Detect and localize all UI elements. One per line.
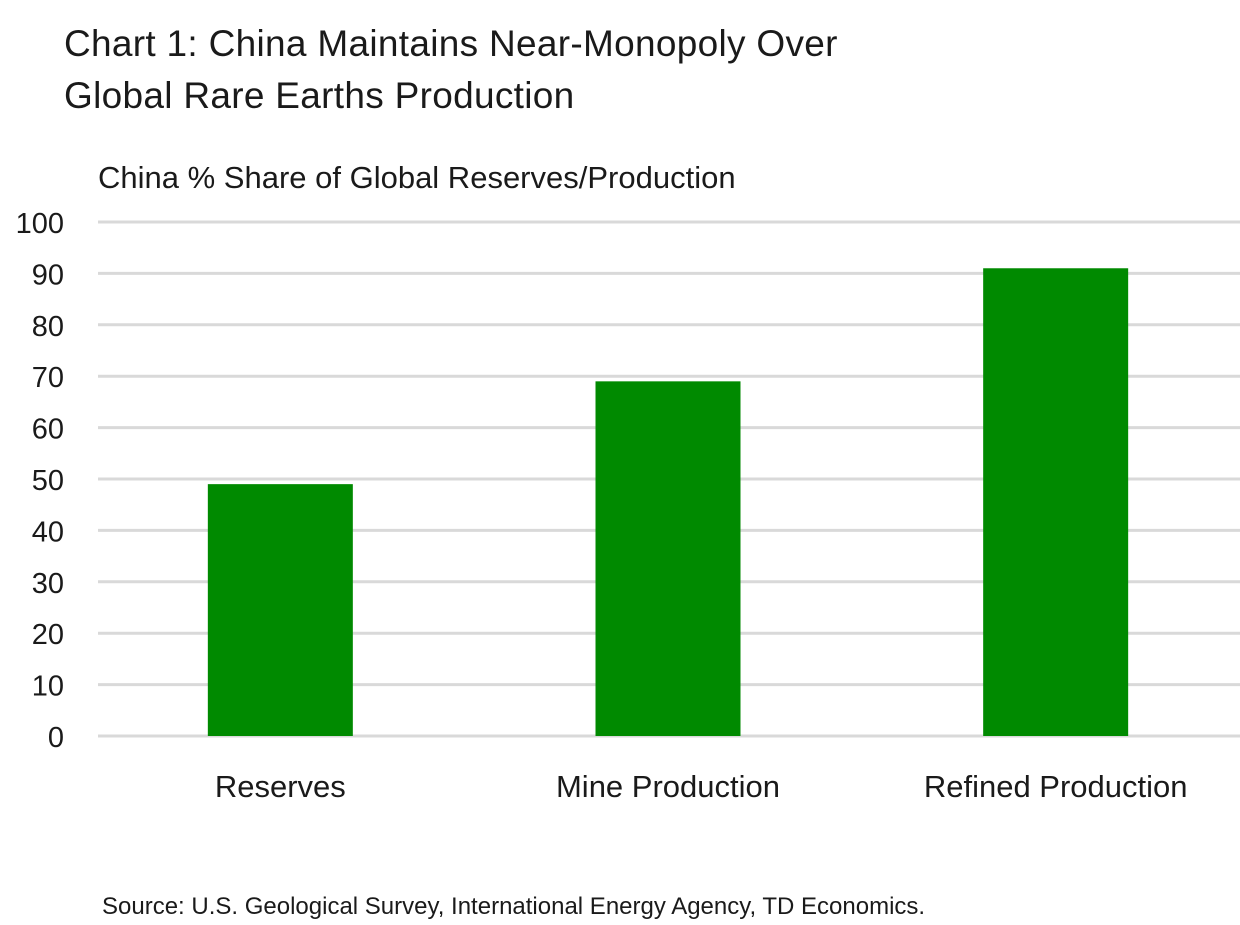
chart-title-line-2: Global Rare Earths Production: [64, 75, 575, 116]
y-tick-label: 70: [32, 362, 64, 394]
y-tick-label: 100: [16, 208, 64, 240]
bar-refined-production: [983, 268, 1129, 736]
y-tick-label: 10: [32, 671, 64, 703]
y-tick-label: 50: [32, 465, 64, 497]
x-tick-label: Refined Production: [924, 769, 1188, 804]
bar-reserves: [207, 484, 353, 736]
y-tick-label: 90: [32, 259, 64, 291]
y-tick-label: 40: [32, 516, 64, 548]
x-tick-label: Mine Production: [556, 769, 780, 804]
bar-mine-production: [595, 381, 741, 736]
chart-title-line-1: Chart 1: China Maintains Near-Monopoly O…: [64, 23, 838, 64]
y-tick-label: 30: [32, 568, 64, 600]
source-note: Source: U.S. Geological Survey, Internat…: [102, 893, 926, 920]
chart-title: Chart 1: China Maintains Near-Monopoly O…: [64, 18, 838, 122]
y-tick-label: 60: [32, 414, 64, 446]
y-tick-label: 0: [48, 722, 64, 754]
y-tick-label: 80: [32, 311, 64, 343]
y-tick-label: 20: [32, 619, 64, 651]
y-axis-label: China % Share of Global Reserves/Product…: [98, 160, 736, 195]
x-tick-label: Reserves: [215, 769, 346, 804]
